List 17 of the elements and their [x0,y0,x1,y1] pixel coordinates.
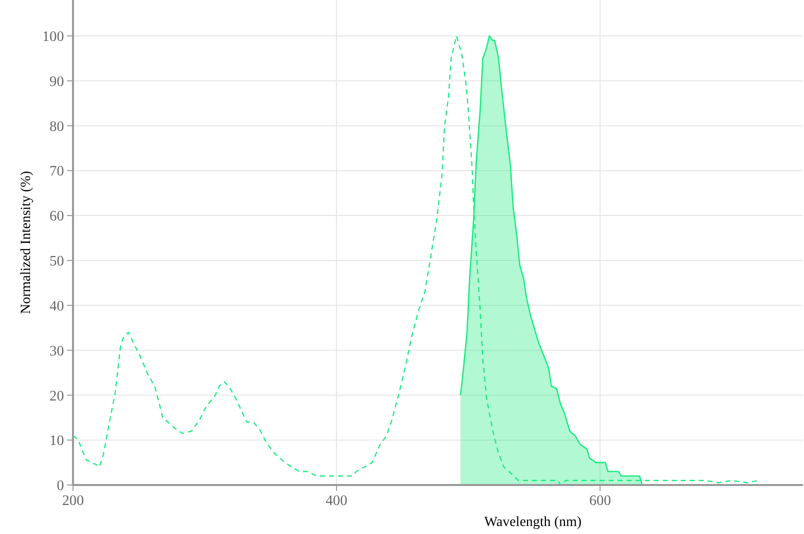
y-axis-title: Normalized Intensity (%) [19,170,34,314]
y-tick-label: 10 [50,433,64,450]
y-tick-label: 20 [50,388,64,404]
y-tick-label: 0 [56,478,64,494]
y-tick-label: 40 [50,298,64,314]
x-tick-label: 200 [62,493,84,509]
y-tick-label: 50 [50,254,64,270]
y-tick-label: 90 [50,74,64,90]
y-tick-label: 100 [42,29,64,45]
x-tick-label: 600 [589,493,611,509]
y-tick-label: 60 [50,208,64,225]
y-tick-label: 80 [50,118,64,135]
y-tick-label: 30 [50,343,64,360]
x-tick-label: 400 [326,493,348,509]
x-axis-title: Wavelength (nm) [484,515,582,530]
y-tick-label: 70 [50,164,64,180]
line-series [73,35,759,485]
